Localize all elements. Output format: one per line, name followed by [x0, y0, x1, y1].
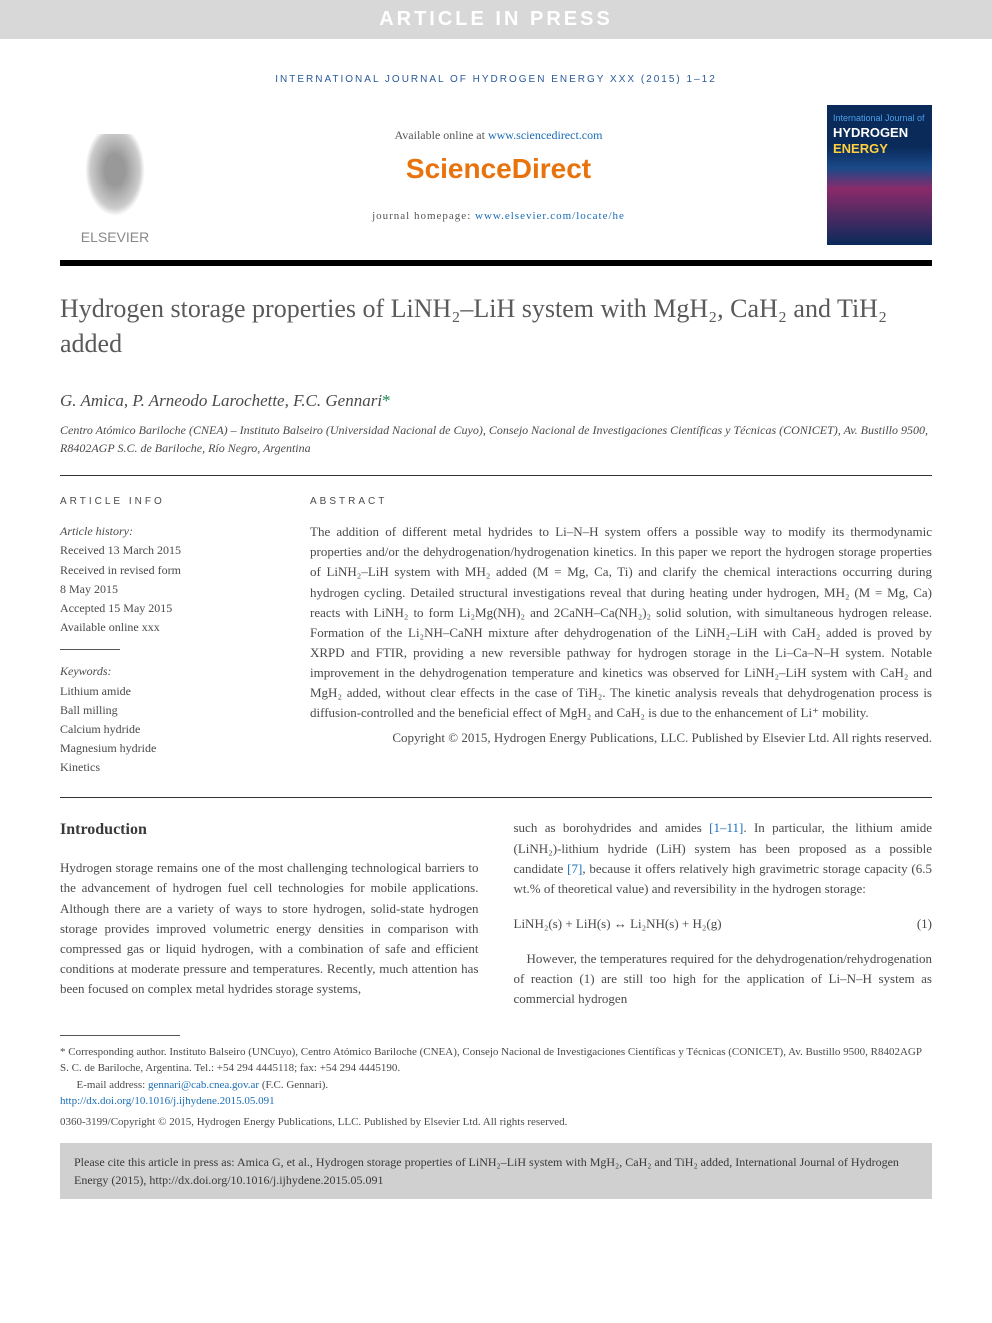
corresponding-star-icon: * [382, 391, 391, 410]
equation-1: LiNH₂(s) + LiH(s) ↔ Li₂NH(s) + H₂(g) (1) [514, 914, 933, 934]
keyword: Lithium amide [60, 682, 260, 701]
divider-thick [60, 260, 932, 266]
cover-line3: ENERGY [833, 141, 888, 156]
history-line: Accepted 15 May 2015 [60, 599, 260, 618]
journal-citation-header: INTERNATIONAL JOURNAL OF HYDROGEN ENERGY… [60, 74, 932, 85]
article-info-column: ARTICLE INFO Article history: Received 1… [60, 496, 260, 777]
available-prefix: Available online at [395, 128, 488, 142]
body-col-left: Introduction Hydrogen storage remains on… [60, 818, 479, 1009]
history-line: Received 13 March 2015 [60, 541, 260, 560]
doi-link[interactable]: http://dx.doi.org/10.1016/j.ijhydene.201… [60, 1095, 275, 1107]
intro-para-1: Hydrogen storage remains one of the most… [60, 858, 479, 999]
history-line: Available online xxx [60, 618, 260, 637]
intro-para-3: However, the temperatures required for t… [514, 949, 933, 1009]
footnote-star: * Corresponding author. [60, 1046, 167, 1058]
elsevier-logo[interactable]: ELSEVIER [60, 105, 170, 245]
keyword: Calcium hydride [60, 720, 260, 739]
info-abstract-row: ARTICLE INFO Article history: Received 1… [60, 496, 932, 777]
footnote-separator [60, 1035, 180, 1036]
elsevier-label: ELSEVIER [81, 229, 149, 245]
author-names: G. Amica, P. Arneodo Larochette, F.C. Ge… [60, 391, 382, 410]
journal-homepage: journal homepage: www.elsevier.com/locat… [170, 210, 827, 222]
equation-body: LiNH₂(s) + LiH(s) ↔ Li₂NH(s) + H₂(g) [514, 914, 722, 934]
email-link[interactable]: gennari@cab.cnea.gov.ar [148, 1079, 259, 1091]
history-line: Received in revised form [60, 561, 260, 580]
body-columns: Introduction Hydrogen storage remains on… [60, 818, 932, 1009]
abstract-copyright: Copyright © 2015, Hydrogen Energy Public… [310, 730, 932, 746]
corresponding-footnote: * Corresponding author. Instituto Balsei… [60, 1044, 932, 1077]
citation-box: Please cite this article in press as: Am… [60, 1143, 932, 1199]
abstract-label: ABSTRACT [310, 496, 932, 507]
available-online: Available online at www.sciencedirect.co… [170, 128, 827, 143]
doi-line: http://dx.doi.org/10.1016/j.ijhydene.201… [60, 1093, 932, 1110]
article-in-press-banner: ARTICLE IN PRESS [0, 0, 992, 39]
journal-cover[interactable]: International Journal of HYDROGEN ENERGY [827, 105, 932, 245]
reference-link[interactable]: [7] [567, 861, 582, 876]
introduction-heading: Introduction [60, 818, 479, 843]
reference-link[interactable]: [1–11] [709, 820, 743, 835]
text-span: such as borohydrides and amides [514, 820, 710, 835]
sciencedirect-link[interactable]: www.sciencedirect.com [488, 128, 603, 142]
authors: G. Amica, P. Arneodo Larochette, F.C. Ge… [60, 391, 932, 411]
keyword: Ball milling [60, 701, 260, 720]
footnote-address: Instituto Balseiro (UNCuyo), Centro Atóm… [60, 1046, 922, 1075]
abstract-text: The addition of different metal hydrides… [310, 522, 932, 723]
divider-thin-1 [60, 475, 932, 476]
keyword: Kinetics [60, 758, 260, 777]
info-divider [60, 649, 120, 650]
sciencedirect-logo[interactable]: ScienceDirect [170, 153, 827, 185]
issn-copyright: 0360-3199/Copyright © 2015, Hydrogen Ene… [60, 1116, 932, 1128]
article-info-label: ARTICLE INFO [60, 496, 260, 507]
equation-number: (1) [917, 914, 932, 934]
email-label: E-mail address: [77, 1079, 148, 1091]
affiliation: Centro Atómico Bariloche (CNEA) – Instit… [60, 421, 932, 457]
cover-line1: International Journal of [833, 113, 925, 123]
homepage-prefix: journal homepage: [372, 210, 475, 222]
header-row: ELSEVIER Available online at www.science… [60, 105, 932, 245]
homepage-link[interactable]: www.elsevier.com/locate/he [475, 210, 625, 222]
history-label: Article history: [60, 522, 260, 541]
intro-para-2: such as borohydrides and amides [1–11]. … [514, 818, 933, 899]
email-suffix: (F.C. Gennari). [259, 1079, 328, 1091]
keywords-label: Keywords: [60, 662, 260, 681]
header-middle: Available online at www.sciencedirect.co… [170, 128, 827, 222]
elsevier-tree-icon [80, 134, 150, 224]
abstract-column: ABSTRACT The addition of different metal… [310, 496, 932, 777]
email-footnote: E-mail address: gennari@cab.cnea.gov.ar … [60, 1077, 932, 1094]
body-col-right: such as borohydrides and amides [1–11]. … [514, 818, 933, 1009]
divider-thin-2 [60, 797, 932, 798]
article-title: Hydrogen storage properties of LiNH₂–LiH… [60, 291, 932, 361]
history-line: 8 May 2015 [60, 580, 260, 599]
cover-line2: HYDROGEN [833, 125, 908, 140]
keyword: Magnesium hydride [60, 739, 260, 758]
